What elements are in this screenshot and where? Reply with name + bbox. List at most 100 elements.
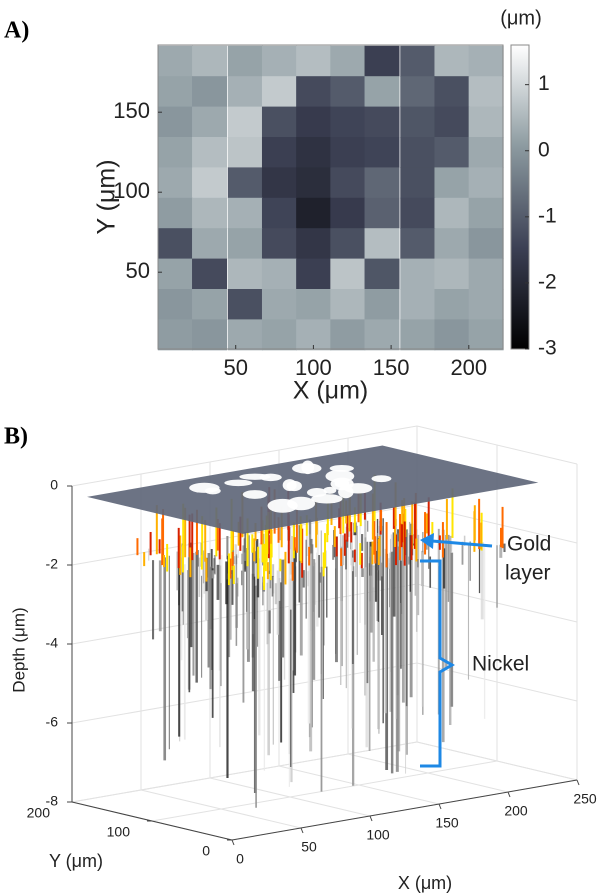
x-tick-label: 50 (223, 355, 247, 380)
z-tick-label: 0 (50, 477, 58, 493)
heatmap-cell (296, 197, 332, 229)
z-tick-label: -6 (46, 714, 59, 730)
heatmap-cell (434, 258, 470, 290)
heatmap-cell (434, 76, 470, 108)
heatmap-cell (434, 289, 470, 320)
panel-label: B) (4, 424, 28, 450)
heatmap-cell (192, 319, 228, 351)
heatmap-cell (296, 228, 332, 260)
heatmap-cell (192, 197, 228, 229)
x-tick-label: 100 (295, 355, 332, 380)
x-tick-label: 100 (366, 827, 390, 843)
heatmap-cell (261, 76, 297, 108)
heatmap-cell (157, 319, 193, 351)
plate-hole (338, 485, 354, 499)
heatmap-cell (227, 45, 263, 77)
y-tick-label: 150 (113, 98, 150, 123)
colorbar-tick-label: 0 (538, 138, 550, 161)
y-axis-label: Y (μm) (93, 159, 121, 234)
heatmap-cell (364, 106, 400, 138)
plate-hole (239, 473, 271, 480)
heatmap-cell (227, 137, 263, 168)
z-tick-label: -2 (46, 556, 59, 572)
heatmap-cell (364, 319, 400, 351)
heatmap-cell (434, 167, 470, 199)
heatmap-cell (157, 289, 193, 320)
heatmap-cell (330, 228, 366, 260)
y-tick-label: 100 (113, 178, 150, 203)
heatmap-cell (192, 76, 228, 108)
heatmap-cell (296, 167, 332, 199)
y-tick-label: 200 (27, 805, 51, 821)
x-axis-label: X (μm) (293, 377, 369, 405)
heatmap-cell (364, 76, 400, 108)
heatmap-cell (330, 319, 366, 351)
plot-frame (157, 44, 504, 350)
x-tick-label: 50 (301, 839, 317, 855)
heatmap-cell (434, 228, 470, 260)
heatmap-cell (296, 258, 332, 290)
x-tick-label: 200 (450, 355, 487, 380)
plate-hole (325, 469, 355, 483)
z-tick-label: -8 (46, 793, 59, 809)
x-tick (507, 791, 511, 798)
heatmap-cell (400, 197, 436, 229)
y-axis-label: Y (μm) (49, 851, 103, 871)
heatmap-cell (400, 319, 436, 351)
annotation-arrow (431, 539, 493, 548)
heatmap-cell (434, 45, 470, 77)
heatmap-cell (227, 289, 263, 320)
z-tick-label: -4 (46, 635, 59, 651)
heatmap-cell (261, 289, 297, 320)
plate-hole (292, 463, 322, 474)
heatmap-cell (261, 319, 297, 351)
plate-hole (286, 480, 302, 492)
heatmap-cell (227, 106, 263, 138)
heatmap-cell (400, 137, 436, 168)
x-tick-label: 200 (504, 803, 528, 819)
heatmap-cell (192, 228, 228, 260)
heatmap-cell (296, 45, 332, 77)
y-tick-label: 50 (126, 258, 150, 283)
annotation: Nickel (472, 653, 529, 676)
plate-hole (371, 475, 392, 483)
heatmap-cell (468, 45, 504, 77)
heatmap-cell (468, 106, 504, 138)
colorbar-tick-label: -1 (538, 204, 557, 227)
colorbar (510, 44, 530, 350)
plate-hole (242, 490, 268, 499)
heatmap-cell (364, 228, 400, 260)
heatmap-cell (468, 137, 504, 168)
heatmap-cell (192, 167, 228, 199)
annotation: layer (505, 562, 551, 585)
heatmap-cell (192, 137, 228, 168)
z-axis-label: Depth (μm) (9, 607, 28, 692)
heatmap-cell (468, 167, 504, 199)
x-tick (369, 815, 373, 822)
heatmap-cell (364, 258, 400, 290)
plate-hole (287, 496, 316, 511)
heatmap-cell (261, 137, 297, 168)
heatmap-cell (400, 45, 436, 77)
annotation-arrowhead (420, 533, 434, 549)
x-tick-label: 150 (435, 815, 459, 831)
plate-hole (323, 486, 337, 494)
heatmap-cell (330, 289, 366, 320)
heatmap-cell (157, 76, 193, 108)
plate-hole (204, 487, 221, 495)
heatmap-cell (261, 45, 297, 77)
colorbar-tick-label: -2 (538, 270, 557, 293)
heatmap-cell (157, 45, 193, 77)
heatmap-cell (261, 106, 297, 138)
plate-hole (224, 479, 253, 487)
x-tick-label: 0 (236, 851, 244, 867)
heatmap-cell (192, 289, 228, 320)
heatmap-cell (227, 228, 263, 260)
heatmap-cell (468, 258, 504, 290)
heatmap-cell (157, 197, 193, 229)
heatmap-cell (330, 167, 366, 199)
heatmap-cell (364, 137, 400, 168)
x-tick-label: 150 (373, 355, 410, 380)
heatmap-cell (400, 258, 436, 290)
heatmap-cell (261, 197, 297, 229)
